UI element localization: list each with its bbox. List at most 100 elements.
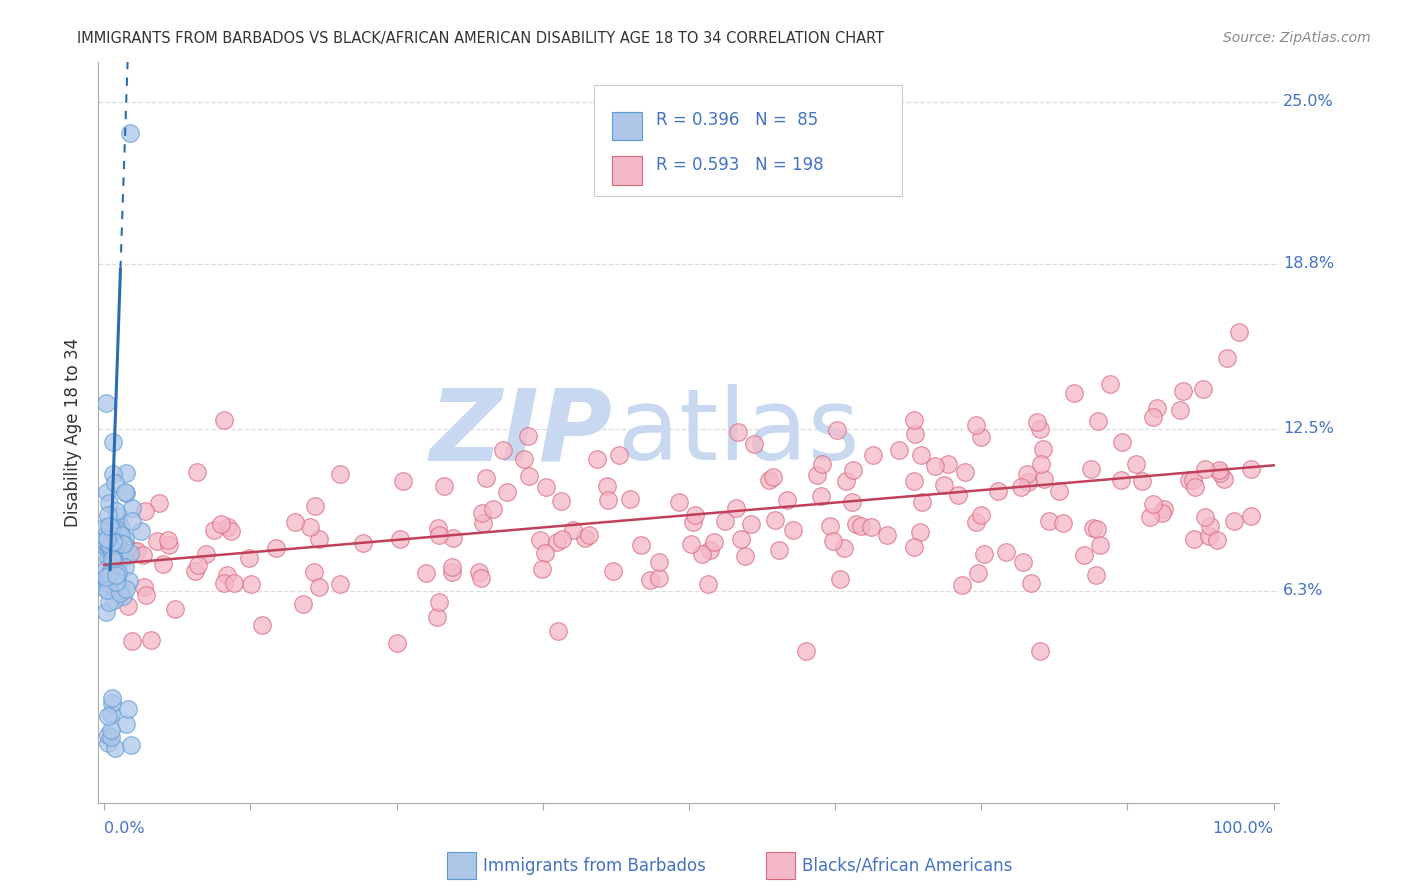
Point <box>415 566 437 581</box>
Point <box>104 568 127 582</box>
Point <box>131 548 153 562</box>
Point <box>108 586 131 600</box>
Point <box>104 475 127 490</box>
Point <box>329 577 352 591</box>
Point <box>481 502 503 516</box>
Text: R = 0.593   N = 198: R = 0.593 N = 198 <box>655 155 824 174</box>
FancyBboxPatch shape <box>595 85 901 195</box>
Point <box>97 550 120 565</box>
Point <box>352 536 374 550</box>
Point <box>96 532 118 546</box>
Text: Blacks/African Americans: Blacks/African Americans <box>803 856 1012 875</box>
Point <box>94 520 117 534</box>
Point <box>595 479 617 493</box>
Point <box>1199 519 1222 533</box>
Point <box>1033 472 1056 486</box>
FancyBboxPatch shape <box>612 112 641 140</box>
Point <box>110 528 132 542</box>
Point <box>1142 497 1164 511</box>
Text: 18.8%: 18.8% <box>1284 256 1334 271</box>
Point <box>217 520 239 534</box>
Point <box>495 485 517 500</box>
Point <box>118 126 141 140</box>
Point <box>120 738 142 752</box>
Point <box>94 582 117 596</box>
Point <box>534 546 557 560</box>
Point <box>936 457 959 471</box>
Point <box>94 533 117 548</box>
Point <box>1198 529 1220 543</box>
Point <box>104 575 127 590</box>
Point <box>96 583 118 598</box>
Point <box>578 527 600 541</box>
Point <box>1063 386 1085 401</box>
Point <box>94 605 117 619</box>
Point <box>97 541 120 556</box>
Point <box>125 543 148 558</box>
Point <box>1098 377 1121 392</box>
Point <box>120 546 142 560</box>
Text: Immigrants from Barbados: Immigrants from Barbados <box>484 856 706 875</box>
Point <box>910 448 932 462</box>
Point <box>112 536 135 550</box>
Point <box>240 576 263 591</box>
Point <box>699 543 721 558</box>
Point <box>132 580 155 594</box>
Point <box>427 595 450 609</box>
Point <box>121 500 143 515</box>
Point <box>682 515 704 529</box>
Point <box>768 543 790 558</box>
Point <box>94 530 117 544</box>
Point <box>1184 480 1206 494</box>
Point <box>96 395 118 409</box>
Point <box>910 524 932 539</box>
Point <box>619 491 641 506</box>
Point <box>1182 532 1205 546</box>
Text: 25.0%: 25.0% <box>1284 95 1334 109</box>
Point <box>529 533 551 547</box>
Point <box>100 723 122 737</box>
Point <box>607 448 630 462</box>
Point <box>115 582 138 596</box>
Point <box>101 519 124 533</box>
Point <box>238 550 260 565</box>
Point <box>973 547 995 561</box>
Point <box>1012 555 1035 569</box>
Point <box>724 501 747 516</box>
Point <box>825 423 848 437</box>
Point <box>602 564 624 578</box>
Point <box>98 567 121 582</box>
Point <box>304 566 326 580</box>
Point <box>765 513 787 527</box>
Point <box>876 528 898 542</box>
Point <box>776 492 799 507</box>
Point <box>1029 644 1052 658</box>
Point <box>1192 383 1215 397</box>
Point <box>727 425 749 439</box>
Point <box>101 547 124 561</box>
Point <box>107 583 129 598</box>
Point <box>903 474 925 488</box>
Point <box>1080 462 1102 476</box>
Point <box>121 515 143 529</box>
Point <box>186 558 208 573</box>
Point <box>97 556 120 570</box>
Point <box>953 465 976 479</box>
Point <box>114 532 136 546</box>
Point <box>690 547 713 561</box>
Point <box>1168 403 1191 417</box>
Point <box>217 567 239 582</box>
Point <box>1227 325 1250 339</box>
Point <box>115 486 138 500</box>
Point <box>96 526 118 541</box>
Point <box>1209 467 1232 481</box>
Point <box>1223 514 1246 528</box>
Point <box>105 570 128 584</box>
Text: Source: ZipAtlas.com: Source: ZipAtlas.com <box>1223 31 1371 45</box>
Point <box>110 545 132 559</box>
Point <box>1240 508 1263 523</box>
Point <box>96 485 118 500</box>
Point <box>156 533 179 547</box>
Point <box>96 575 118 590</box>
Point <box>734 549 756 563</box>
